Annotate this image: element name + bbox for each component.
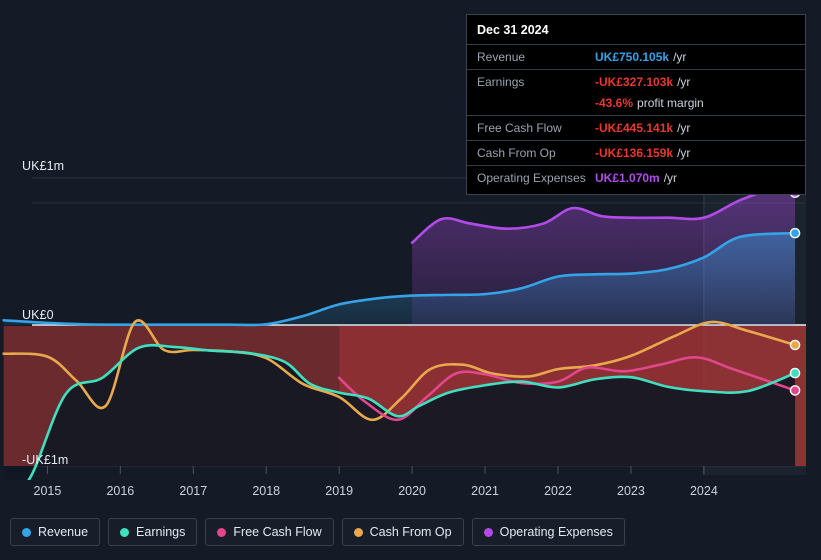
x-axis-tick-label: 2024: [689, 484, 718, 498]
x-axis-tick-label: 2017: [179, 484, 208, 498]
series-line-operating-expenses: [410, 186, 797, 244]
tooltip-row-value-wrap: UK£750.105k/yr: [595, 48, 686, 66]
tooltip-row-key: Revenue: [477, 50, 526, 64]
legend-color-dot-icon: [22, 527, 31, 537]
legend-item-earnings[interactable]: Earnings: [108, 518, 198, 546]
endpoint-marker-earnings: [789, 367, 801, 379]
tooltip-row-unit: /yr: [677, 146, 691, 160]
tooltip-row-unit: /yr: [677, 75, 691, 89]
endpoint-marker-cash-from-op: [789, 339, 801, 351]
series-line-earnings: [27, 343, 797, 480]
legend-color-dot-icon: [483, 527, 493, 537]
tooltip-row-value: UK£1.070m: [595, 171, 660, 185]
tooltip-row-value-wrap: -UK£327.103k/yr: [595, 73, 690, 91]
tooltip-row-value: -UK£327.103k: [595, 75, 674, 89]
legend-color-dot-icon: [353, 527, 363, 537]
legend-item-cash-from-op[interactable]: Cash From Op: [341, 518, 464, 546]
tooltip-row: -43.6% profit margin: [467, 94, 805, 115]
tooltip-row: Operating Expenses UK£1.070m/yr: [467, 165, 805, 190]
series-line-revenue: [2, 231, 797, 327]
tooltip-rows: Revenue UK£750.105k/yr Earnings -UK£327.103…: [467, 44, 805, 190]
legend-item-label: Operating Expenses: [499, 525, 613, 539]
tooltip-row-value-wrap: -43.6% profit margin: [595, 94, 704, 112]
tooltip-row-unit: /yr: [677, 121, 691, 135]
x-axis-tick-label: 2019: [325, 484, 354, 498]
x-axis-tick-label: 2018: [252, 484, 281, 498]
tooltip-row-key: Free Cash Flow: [477, 121, 562, 135]
tooltip-date: Dec 31 2024: [477, 23, 549, 37]
chart-tooltip: Dec 31 2024 Revenue UK£750.105k/yr Earning…: [466, 14, 806, 195]
tooltip-row: Revenue UK£750.105k/yr: [467, 44, 805, 69]
legend-item-label: Earnings: [136, 525, 186, 539]
tooltip-row-key: Operating Expenses: [477, 171, 586, 185]
tooltip-row-value: -UK£136.159k: [595, 146, 674, 160]
x-axis-tick-label: 2020: [398, 484, 427, 498]
tooltip-row-value: -UK£445.141k: [595, 121, 674, 135]
legend-color-dot-icon: [120, 527, 130, 537]
legend-item-operating-expenses[interactable]: Operating Expenses: [471, 518, 625, 546]
endpoint-marker-free-cash-flow: [789, 385, 801, 396]
tooltip-row: Earnings -UK£327.103k/yr: [467, 69, 805, 94]
tooltip-row-unit: /yr: [663, 171, 678, 185]
series-line-free-cash-flow: [337, 356, 797, 422]
tooltip-row-value: -43.6%: [595, 96, 634, 110]
tooltip-row-value-wrap: -UK£445.141k/yr: [595, 119, 690, 137]
tooltip-row: Cash From Op -UK£136.159k/yr: [467, 140, 805, 165]
tooltip-row-unit: /yr: [673, 50, 687, 64]
legend-color-dot-icon: [217, 527, 227, 537]
tooltip-row-value-wrap: -UK£136.159k/yr: [595, 144, 690, 162]
chart-legend[interactable]: Revenue Earnings Free Cash Flow Cash From O…: [0, 512, 821, 552]
tooltip-row-key: Earnings: [477, 75, 525, 89]
x-axis-tick-label: 2015: [33, 484, 62, 498]
x-axis-tick-label: 2022: [544, 484, 572, 498]
tooltip-row: Free Cash Flow -UK£445.141k/yr: [467, 115, 805, 140]
tooltip-row-key: Cash From Op: [477, 146, 556, 160]
legend-item-label: Revenue: [38, 525, 89, 539]
endpoint-marker-revenue: [789, 227, 801, 239]
tooltip-row-value-wrap: UK£1.070m/yr: [595, 169, 677, 187]
x-axis-tick-label: 2016: [106, 484, 135, 498]
legend-item-label: Free Cash Flow: [233, 525, 322, 539]
x-axis-tick-label: 2023: [617, 484, 645, 498]
legend-item-label: Cash From Op: [369, 525, 452, 539]
tooltip-row-unit: profit margin: [637, 96, 704, 110]
legend-item-revenue[interactable]: Revenue: [10, 518, 101, 546]
x-axis-tick-label: 2021: [471, 484, 499, 498]
legend-item-free-cash-flow[interactable]: Free Cash Flow: [205, 518, 334, 546]
tooltip-row-value: UK£750.105k: [595, 50, 670, 64]
